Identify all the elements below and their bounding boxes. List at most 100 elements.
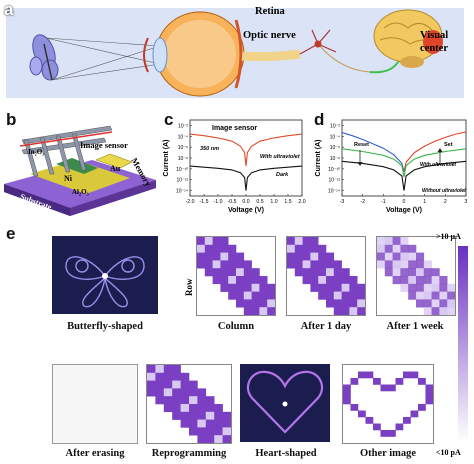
pixel-cell [416, 291, 425, 300]
pixel-cell [349, 283, 358, 292]
panel-d: d -3 -2 -1 0 1 2 3 10⁻² 10⁻⁴ 10⁻⁶ 10⁻⁸ 10⁻¹⁰ 10⁻¹² 10… [312, 104, 472, 220]
pixel-cell [439, 307, 448, 316]
pixel-cell [310, 283, 319, 292]
pixel-cell [326, 299, 335, 308]
pixel-cell [197, 260, 206, 269]
pixel-cell [403, 371, 411, 379]
butterfly-icon [29, 34, 59, 81]
pixel-cell [326, 252, 335, 261]
pixel-cell [423, 268, 432, 277]
caption-reprogramming: Reprogramming [151, 448, 227, 459]
pixel-cell [236, 252, 245, 261]
pixel-cell [243, 260, 252, 269]
pixel-cell [155, 388, 165, 397]
x-tick-label: -0.5 [228, 199, 237, 205]
pixel-cell [267, 307, 276, 316]
series-line-set [403, 131, 467, 172]
y-tick-label: 10⁻⁶ [330, 145, 340, 151]
y-tick-label: 10⁻⁴ [330, 134, 340, 140]
x-axis-label: Voltage (V) [228, 207, 264, 214]
pixel-cell [439, 291, 448, 300]
x-tick-label: -1.0 [214, 199, 223, 205]
pixel-cell [236, 268, 245, 277]
pixel-cell [197, 411, 207, 420]
pixel-cell [410, 410, 419, 418]
pixel-cell [155, 380, 165, 389]
pixel-cell [341, 276, 350, 285]
y-tick-label: 10⁻⁸ [178, 156, 188, 162]
pixel-cell [236, 291, 245, 300]
pixel-cell [302, 260, 311, 269]
pixel-cell [236, 260, 245, 269]
pixel-cell [228, 252, 237, 261]
y-axis-label: Current (A) [315, 140, 322, 177]
pixel-cell [318, 276, 327, 285]
pixel-cell [333, 291, 342, 300]
pixel-cell [423, 299, 432, 308]
pixel-cell [294, 252, 303, 261]
pixel-cell [197, 252, 206, 261]
tile-heart [240, 364, 330, 442]
pixel-cell [423, 307, 432, 316]
pixel-cell [400, 244, 409, 253]
pixel-cell [392, 276, 401, 285]
panel-letter-d: d [314, 110, 325, 129]
pixel-cell [251, 291, 260, 300]
caption-heart-shaped: Heart-shaped [255, 448, 317, 459]
pixel-cell [326, 276, 335, 285]
pixel-cell [318, 244, 327, 253]
brain-icon [373, 9, 443, 68]
pixel-cell [416, 268, 425, 277]
pixel-cell [326, 268, 335, 277]
pixel-cell [408, 252, 417, 261]
pixel-cell [400, 268, 409, 277]
pixel-cell [392, 237, 401, 246]
pixel-cell [365, 417, 374, 424]
pixel-cell [388, 384, 396, 392]
pixel-cell [220, 268, 229, 277]
y-tick-label: 10⁻¹² [328, 178, 340, 184]
pixel-cell [251, 307, 260, 316]
pixel-cell [197, 388, 207, 397]
pixel-cell [439, 283, 448, 292]
label-center: center [420, 43, 448, 54]
pixel-cell [294, 268, 303, 277]
pixel-cell [180, 380, 190, 389]
x-tick-label: 1.5 [284, 199, 291, 205]
pixel-cell [228, 283, 237, 292]
pixel-cell [357, 299, 366, 308]
pixel-cell [243, 307, 252, 316]
pixel-cell [447, 291, 456, 300]
pixel-cell [349, 276, 358, 285]
pixel-cell [180, 404, 190, 413]
y-tick-label: 10⁻⁶ [178, 145, 188, 151]
pixel-cell [408, 260, 417, 269]
tile-after-erasing [52, 364, 138, 444]
x-tick-label: 2.0 [298, 199, 305, 205]
pixel-cell [410, 371, 419, 379]
panel-letter-a: a [4, 0, 14, 19]
series-line-with-ultraviolet [189, 133, 303, 167]
label-al2o3: Al₂O₃ [72, 188, 89, 196]
x-tick-label: -1 [381, 199, 386, 205]
label-retina: Retina [255, 6, 285, 17]
chart-d-reset-label: Reset [354, 142, 369, 148]
pixel-cell [408, 283, 417, 292]
pixel-cell [189, 427, 198, 436]
pixel-cell [222, 419, 232, 428]
pixel-cell [333, 299, 342, 308]
pixel-cell [425, 397, 434, 405]
pixel-cell [259, 307, 268, 316]
pixel-cell [214, 427, 223, 436]
pixel-cell [180, 372, 190, 381]
y-tick-label: 10⁻⁴ [178, 134, 188, 140]
panel-e: e Row >10 μA <10 pA Butterfly-shaped Col… [0, 222, 474, 464]
in2o3-channel [19, 131, 113, 147]
pixel-cell [341, 268, 350, 277]
caption-after-1-week: After 1 week [386, 321, 444, 332]
pixel-cell [302, 276, 311, 285]
y-tick-label: 10⁻¹⁰ [328, 167, 340, 173]
pixel-cell [384, 268, 393, 277]
pixel-cell [377, 252, 386, 261]
y-tick-label: 10⁻¹⁰ [176, 167, 188, 173]
